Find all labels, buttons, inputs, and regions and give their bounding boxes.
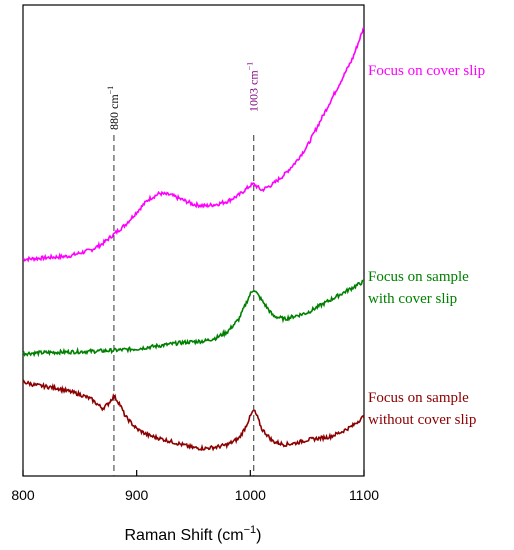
x-tick-label-1000: 1000 (235, 487, 266, 503)
x-tick-label-900: 900 (125, 487, 149, 503)
x-axis-label: Raman Shift (cm−1) (124, 524, 261, 544)
series-line-3 (22, 379, 365, 452)
reference-label-1003: 1003 cm−1 (246, 62, 261, 112)
series-label-3-line-2: without cover slip (368, 412, 476, 428)
x-tick-label-1100: 1100 (349, 487, 379, 503)
reference-label-880: 880 cm−1 (106, 86, 121, 130)
series-line-1 (22, 27, 365, 263)
reference-lines: 880 cm−1 1003 cm−1 (106, 62, 261, 476)
plot-frame (22, 4, 365, 477)
x-tick-label-800: 800 (11, 487, 35, 503)
series-label-2-line-2: with cover slip (368, 291, 457, 307)
series-label-1-line-1: Focus on cover slip (368, 63, 485, 79)
series-line-2 (22, 279, 365, 358)
series-labels: Focus on cover slip Focus on sample with c… (368, 63, 485, 428)
series-label-2-line-1: Focus on sample (368, 269, 469, 285)
series-lines (22, 27, 365, 452)
x-axis-ticks: 800 900 1000 1100 (11, 470, 379, 503)
series-label-3-line-1: Focus on sample (368, 390, 469, 406)
